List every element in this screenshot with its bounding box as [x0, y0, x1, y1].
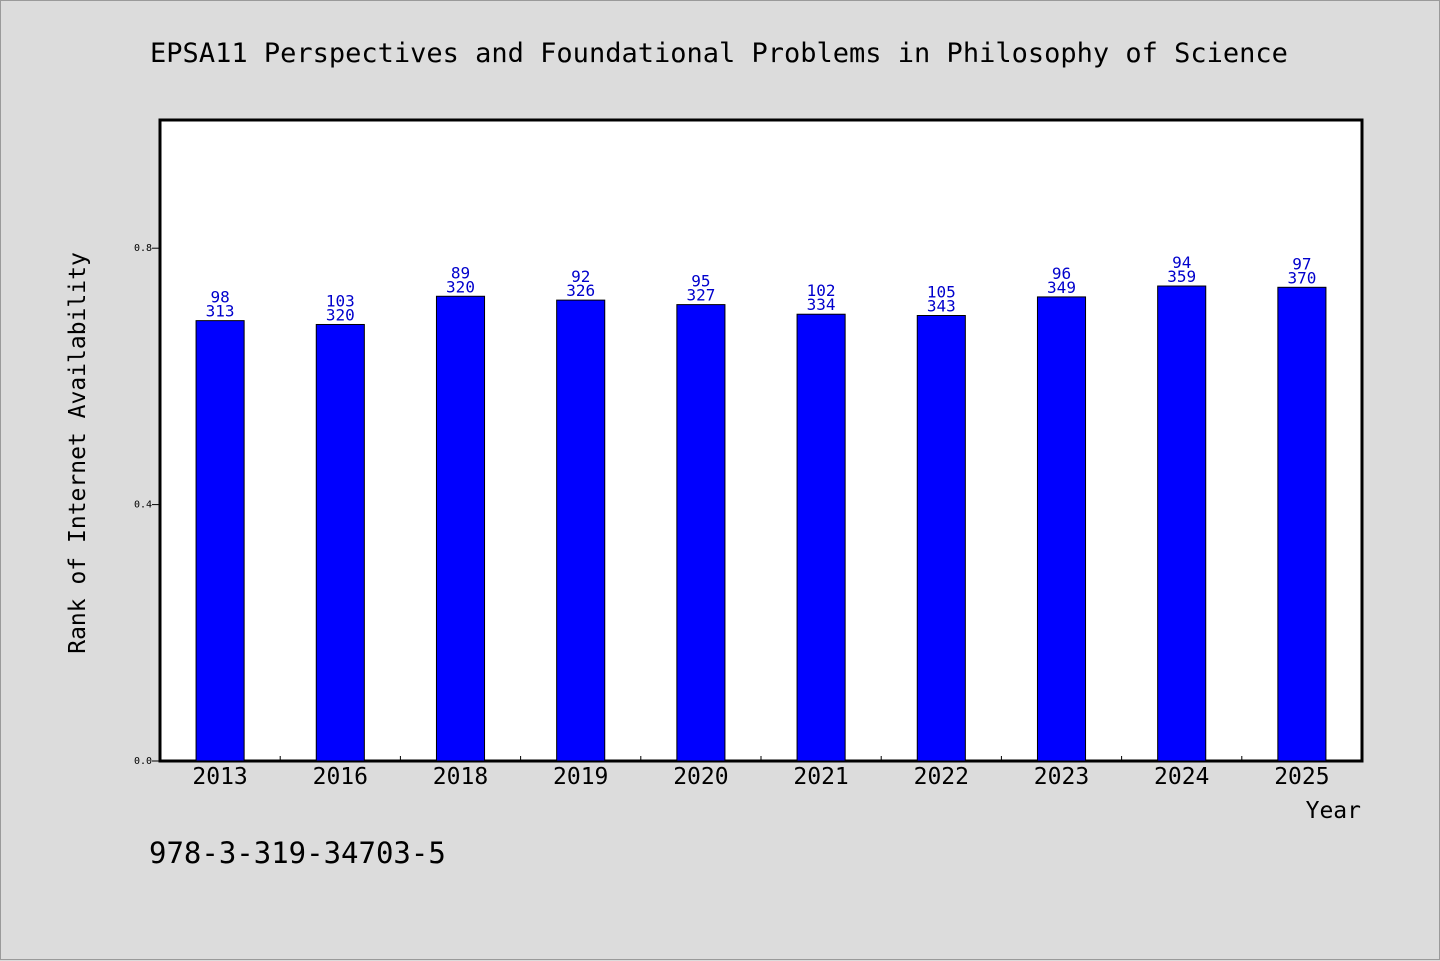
bar-label-bottom: 327: [686, 286, 715, 305]
bar: [1036, 296, 1087, 762]
x-tick-label: 2024: [1154, 764, 1209, 790]
bar: [916, 315, 966, 762]
y-tick-label: 0.4: [134, 500, 152, 511]
bar-label-top: 102: [807, 281, 836, 300]
bar-label-bottom: 326: [566, 281, 595, 300]
bar-label-top: 89: [451, 263, 470, 282]
bar-label-bottom: 334: [807, 295, 836, 314]
bar-label-top: 97: [1292, 254, 1311, 273]
chart-title: EPSA11 Perspectives and Foundational Pro…: [150, 38, 1288, 69]
x-tick-label: 2018: [433, 764, 488, 790]
y-axis: 0.0 0.4 0.8: [134, 243, 160, 767]
bar: [676, 304, 726, 762]
x-tick-label: 2023: [1034, 764, 1089, 790]
bar-label-bottom: 320: [326, 305, 355, 324]
y-tick-label: 0.8: [134, 243, 152, 254]
y-tick-label: 0.0: [134, 756, 152, 767]
bar-label-bottom: 313: [206, 302, 235, 321]
bar: [1277, 286, 1327, 762]
x-tick-label: 2021: [793, 764, 848, 790]
bar-label-top: 94: [1172, 253, 1191, 272]
bar: [796, 313, 846, 762]
bar-label-bottom: 349: [1047, 278, 1076, 297]
x-tick-label: 2019: [553, 764, 608, 790]
bar-label-bottom: 320: [446, 277, 475, 296]
isbn-text: 978-3-319-34703-5: [149, 836, 446, 870]
bar-label-bottom: 370: [1287, 268, 1316, 287]
y-axis-label: Rank of Internet Availability: [65, 252, 91, 654]
bar: [435, 295, 486, 762]
x-tick-label: 2016: [313, 764, 368, 790]
x-tick-label: 2025: [1274, 764, 1329, 790]
bar-label-top: 98: [210, 288, 229, 307]
x-tick-label: 2013: [192, 764, 247, 790]
x-axis: 2013 2016 2018 2019 2020 2021 2022 2023 2024 2025: [192, 756, 1330, 790]
bar-label-top: 103: [326, 291, 355, 310]
bar-label-bottom: 359: [1167, 267, 1196, 286]
bar-label-top: 92: [571, 267, 590, 286]
bar-label-bottom: 343: [927, 297, 956, 316]
x-tick-label: 2022: [914, 764, 969, 790]
bar-label-top: 96: [1052, 264, 1071, 283]
x-tick-label: 2020: [673, 764, 728, 790]
bar-label-top: 105: [927, 283, 956, 302]
bar: [315, 323, 365, 762]
bar: [1157, 285, 1207, 762]
bar: [195, 320, 245, 762]
x-axis-label: Year: [1306, 798, 1361, 824]
bar-label-top: 95: [691, 272, 710, 291]
bar: [556, 299, 606, 762]
